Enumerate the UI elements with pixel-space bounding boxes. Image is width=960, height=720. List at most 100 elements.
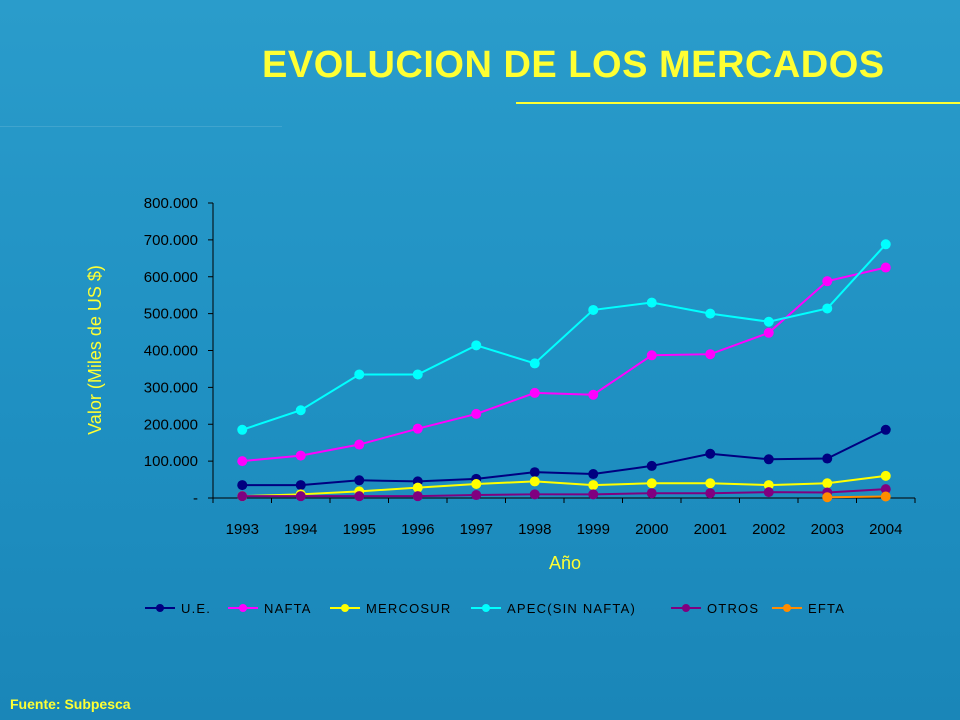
data-point-apec-sin-nafta (646, 297, 657, 308)
data-point-otros (237, 491, 248, 502)
data-point-nafta (354, 439, 365, 450)
data-point-nafta (880, 262, 891, 273)
data-point-u-e (529, 467, 540, 478)
legend-swatch-marker (783, 604, 791, 612)
data-point-apec-sin-nafta (471, 340, 482, 351)
data-point-apec-sin-nafta (705, 308, 716, 319)
legend-swatch-marker (239, 604, 247, 612)
x-tick-label: 2003 (811, 521, 844, 538)
data-point-u-e (354, 475, 365, 486)
y-tick-label: 300.000 (144, 379, 198, 396)
data-point-efta (880, 491, 891, 502)
data-point-nafta (412, 423, 423, 434)
x-axis-label: Año (549, 553, 581, 573)
y-tick-label: 700.000 (144, 232, 198, 249)
legend-swatch-marker (341, 604, 349, 612)
data-point-otros (588, 489, 599, 500)
y-tick-label: 800.000 (144, 195, 198, 212)
y-tick-label: 200.000 (144, 416, 198, 433)
series-lines (237, 239, 891, 503)
legend-label: APEC(SIN NAFTA) (507, 601, 636, 616)
divider-line (0, 126, 282, 127)
data-point-apec-sin-nafta (529, 358, 540, 369)
data-point-u-e (588, 469, 599, 480)
data-point-mercosur (588, 480, 599, 491)
data-point-mercosur (412, 482, 423, 493)
x-tick-label: 1999 (577, 521, 610, 538)
data-point-mercosur (880, 470, 891, 481)
data-point-nafta (822, 276, 833, 287)
x-tick-label: 1993 (226, 521, 259, 538)
data-point-nafta (529, 387, 540, 398)
data-point-u-e (763, 454, 774, 465)
data-point-nafta (588, 389, 599, 400)
legend-label: U.E. (181, 601, 211, 616)
series-line-otros (242, 488, 886, 498)
x-tick-label: 1994 (284, 521, 317, 538)
data-point-apec-sin-nafta (763, 316, 774, 327)
data-point-otros (880, 484, 891, 495)
data-point-mercosur (705, 478, 716, 489)
data-point-mercosur (529, 476, 540, 487)
data-point-apec-sin-nafta (412, 369, 423, 380)
data-point-otros (471, 490, 482, 501)
data-point-apec-sin-nafta (880, 239, 891, 250)
series-line-apec-sin-nafta (241, 243, 887, 431)
data-point-u-e (295, 480, 306, 491)
y-tick-label: 100.000 (144, 453, 198, 470)
legend-swatch-marker (156, 604, 164, 612)
data-point-nafta (763, 327, 774, 338)
data-point-apec-sin-nafta (588, 304, 599, 315)
legend-swatch-marker (682, 604, 690, 612)
x-tick-label: 1998 (518, 521, 551, 538)
series-u-e (237, 424, 891, 491)
title-underline (516, 102, 960, 104)
legend-item-u-e: U.E. (145, 601, 211, 616)
series-otros (237, 484, 891, 502)
legend-item-otros: OTROS (671, 601, 759, 616)
legend-item-apec-sin-nafta: APEC(SIN NAFTA) (471, 601, 636, 616)
data-point-apec-sin-nafta (354, 369, 365, 380)
data-point-u-e (237, 480, 248, 491)
data-point-otros (354, 491, 365, 502)
x-tick-label: 1995 (343, 521, 376, 538)
data-point-u-e (705, 448, 716, 459)
data-point-efta (822, 492, 833, 503)
x-tick-label: 2000 (635, 521, 668, 538)
series-line-nafta (242, 266, 886, 463)
data-point-nafta (705, 349, 716, 360)
series-efta (822, 491, 891, 503)
data-point-apec-sin-nafta (822, 303, 833, 314)
data-point-u-e (646, 460, 657, 471)
y-tick-label: 500.000 (144, 306, 198, 323)
y-tick-label: 600.000 (144, 269, 198, 286)
series-apec-sin-nafta (237, 239, 891, 435)
y-tick-label: 400.000 (144, 343, 198, 360)
data-point-mercosur (763, 480, 774, 491)
x-tick-label: 2001 (694, 521, 727, 538)
data-point-otros (646, 488, 657, 499)
legend-item-nafta: NAFTA (228, 601, 310, 616)
data-point-u-e (880, 424, 891, 435)
x-tick-label: 2004 (869, 521, 902, 538)
chart-legend: U.E. NAFTA MERCOSUR APEC(SIN NAFTA) OTROS EFT… (145, 601, 845, 616)
series-line-mercosur (242, 474, 886, 498)
data-point-mercosur (822, 478, 833, 489)
chart-axes: - 100.000 200.000 300.000 400.000 500.000 600.… (144, 195, 916, 538)
legend-item-mercosur: MERCOSUR (330, 601, 451, 616)
data-point-nafta (646, 350, 657, 361)
legend-label: OTROS (707, 601, 759, 616)
data-point-apec-sin-nafta (237, 424, 248, 435)
legend-label: MERCOSUR (366, 601, 451, 616)
x-tick-label: 1996 (401, 521, 434, 538)
y-axis-label: Valor (Miles de US $) (85, 265, 105, 435)
legend-label: EFTA (808, 601, 845, 616)
data-point-nafta (471, 408, 482, 419)
x-tick-label: 1997 (460, 521, 493, 538)
legend-item-efta: EFTA (772, 601, 845, 616)
data-point-otros (705, 488, 716, 499)
slide-title: EVOLUCION DE LOS MERCADOS (262, 44, 885, 86)
data-point-apec-sin-nafta (295, 405, 306, 416)
data-point-otros (529, 489, 540, 500)
